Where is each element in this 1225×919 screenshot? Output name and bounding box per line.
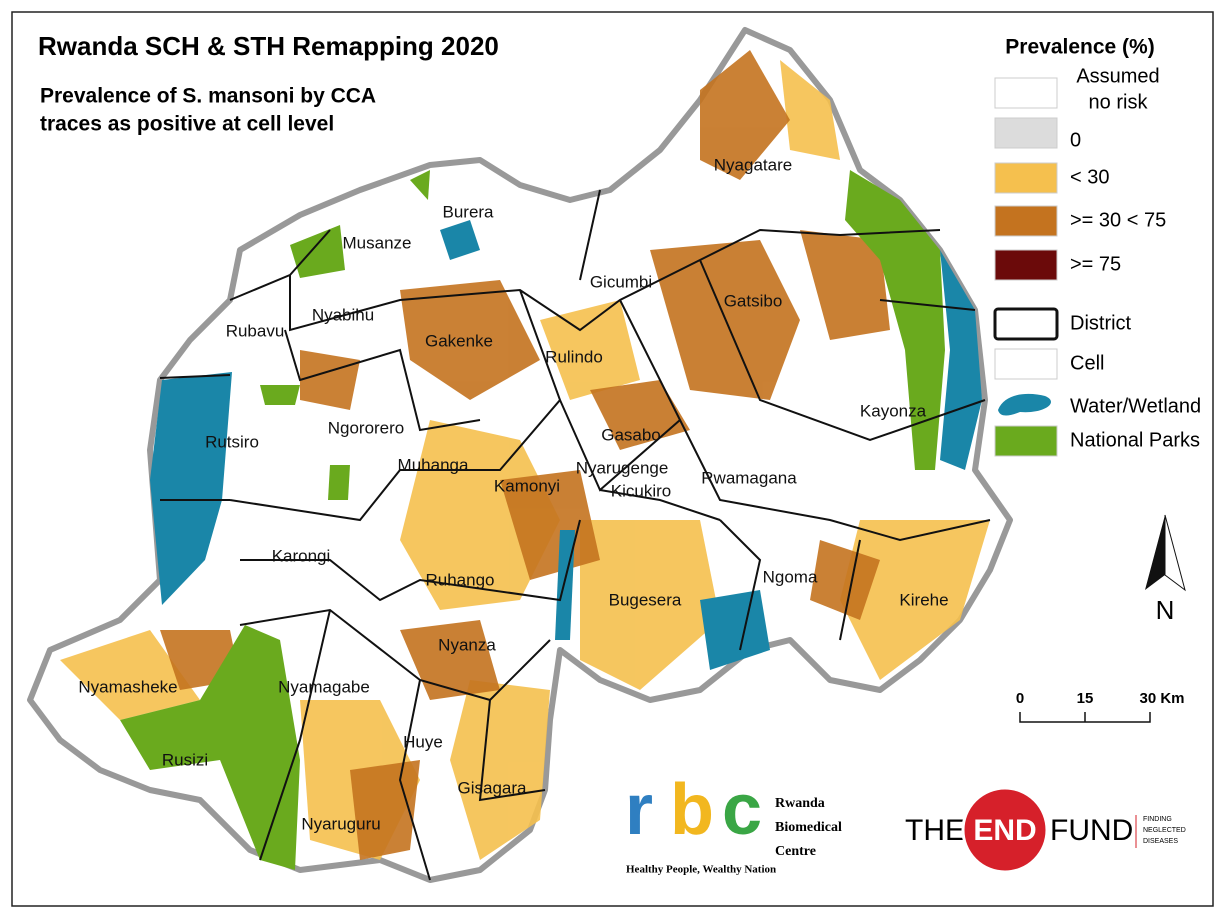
logo-text: FUND [1050, 814, 1133, 847]
district-label: Rulindo [545, 347, 603, 366]
scale-label: 15 [1077, 690, 1094, 707]
logo-text: Centre [775, 844, 816, 859]
district-label: Gasabo [601, 425, 661, 444]
district-label: Muhanga [398, 455, 469, 474]
legend-label: Cell [1070, 352, 1104, 374]
legend-swatch [994, 425, 1058, 457]
logo-tagline: FINDING [1143, 816, 1172, 823]
district-label: Ngoma [763, 567, 818, 586]
legend-label: District [1070, 312, 1132, 334]
legend-swatch [994, 249, 1058, 281]
district-label: Nyabihu [312, 305, 374, 324]
legend-swatch [993, 307, 1059, 341]
subtitle: traces as positive at cell level [40, 113, 334, 136]
logo-text: END [973, 814, 1036, 847]
district-label: Ngororero [328, 418, 405, 437]
legend-label: National Parks [1070, 429, 1200, 451]
district-label: Kicukiro [611, 481, 671, 500]
logo-letter: c [722, 770, 762, 850]
legend-label: Water/Wetland [1070, 395, 1201, 417]
district-label: Nyaruguru [301, 814, 380, 833]
logo-tagline: Healthy People, Wealthy Nation [626, 864, 776, 876]
logo-text: Biomedical [775, 820, 842, 835]
district-label: Kayonza [860, 401, 927, 420]
legend-swatch [994, 348, 1058, 380]
legend-label: >= 30 < 75 [1070, 209, 1166, 231]
logo-tagline: DISEASES [1143, 838, 1178, 845]
district-label: Huye [403, 732, 443, 751]
water [150, 220, 982, 670]
district-label: Nyarugenge [576, 458, 669, 477]
logo-text: THE [905, 814, 965, 847]
legend-label: 0 [1070, 129, 1081, 151]
district-label: Gakenke [425, 331, 493, 350]
district-label: Gicumbi [590, 272, 652, 291]
orange-areas [160, 50, 890, 860]
legend-title: Prevalence (%) [1005, 36, 1154, 59]
legend-swatch [994, 117, 1058, 149]
legend-swatch [998, 393, 1051, 416]
scale-bar: 0 15 30 Km [1016, 690, 1185, 723]
subtitle: Prevalence of S. mansoni by CCA [40, 85, 376, 108]
north-arrow: N [1145, 514, 1186, 625]
legend-label: < 30 [1070, 166, 1109, 188]
country [27, 27, 1013, 883]
legend-swatch [994, 205, 1058, 237]
map-title: Rwanda SCH & STH Remapping 2020 [38, 31, 499, 61]
legend-label: >= 75 [1070, 253, 1121, 275]
scale-label: 0 [1016, 690, 1024, 707]
district-label: Rwamagana [701, 468, 797, 487]
district-label: Ruhango [425, 570, 494, 589]
district-label: Nyamasheke [78, 677, 177, 696]
district-labels: Nyagatare Burera Musanze Gicumbi Gatsibo… [78, 155, 948, 833]
logo-letter: r [625, 770, 653, 850]
legend-label: no risk [1089, 91, 1149, 113]
legend: Prevalence (%) Assumed no risk 0 < 30 >= 30 … [993, 36, 1201, 457]
logo-text: Rwanda [775, 796, 825, 811]
district-label: Gisagara [458, 778, 528, 797]
district-label: Musanze [343, 233, 412, 252]
district-label: Nyanza [438, 635, 496, 654]
district-label: Nyagatare [714, 155, 792, 174]
district-label: Bugesera [609, 590, 682, 609]
district-label: Gatsibo [724, 291, 783, 310]
district-label: Burera [442, 202, 494, 221]
north-label: N [1156, 595, 1175, 625]
legend-label: Assumed [1076, 65, 1159, 87]
district-label: Rubavu [226, 321, 285, 340]
national-parks [120, 170, 945, 870]
district-borders [159, 189, 991, 881]
legend-swatch [994, 77, 1058, 109]
district-label: Kirehe [899, 590, 948, 609]
logo-tagline: NEGLECTED [1143, 827, 1186, 834]
district-label: Nyamagabe [278, 677, 370, 696]
rbc-logo: r b c Rwanda Biomedical Centre Healthy P… [625, 770, 842, 876]
district-label: Kamonyi [494, 476, 560, 495]
district-label: Karongi [272, 546, 331, 565]
district-label: Rutsiro [205, 432, 259, 451]
scale-label: 30 Km [1139, 690, 1184, 707]
end-fund-logo: THE END FUND FINDING NEGLECTED DISEASES [905, 786, 1186, 874]
logo-letter: b [670, 770, 714, 850]
legend-swatch [994, 162, 1058, 194]
district-label: Rusizi [162, 750, 208, 769]
